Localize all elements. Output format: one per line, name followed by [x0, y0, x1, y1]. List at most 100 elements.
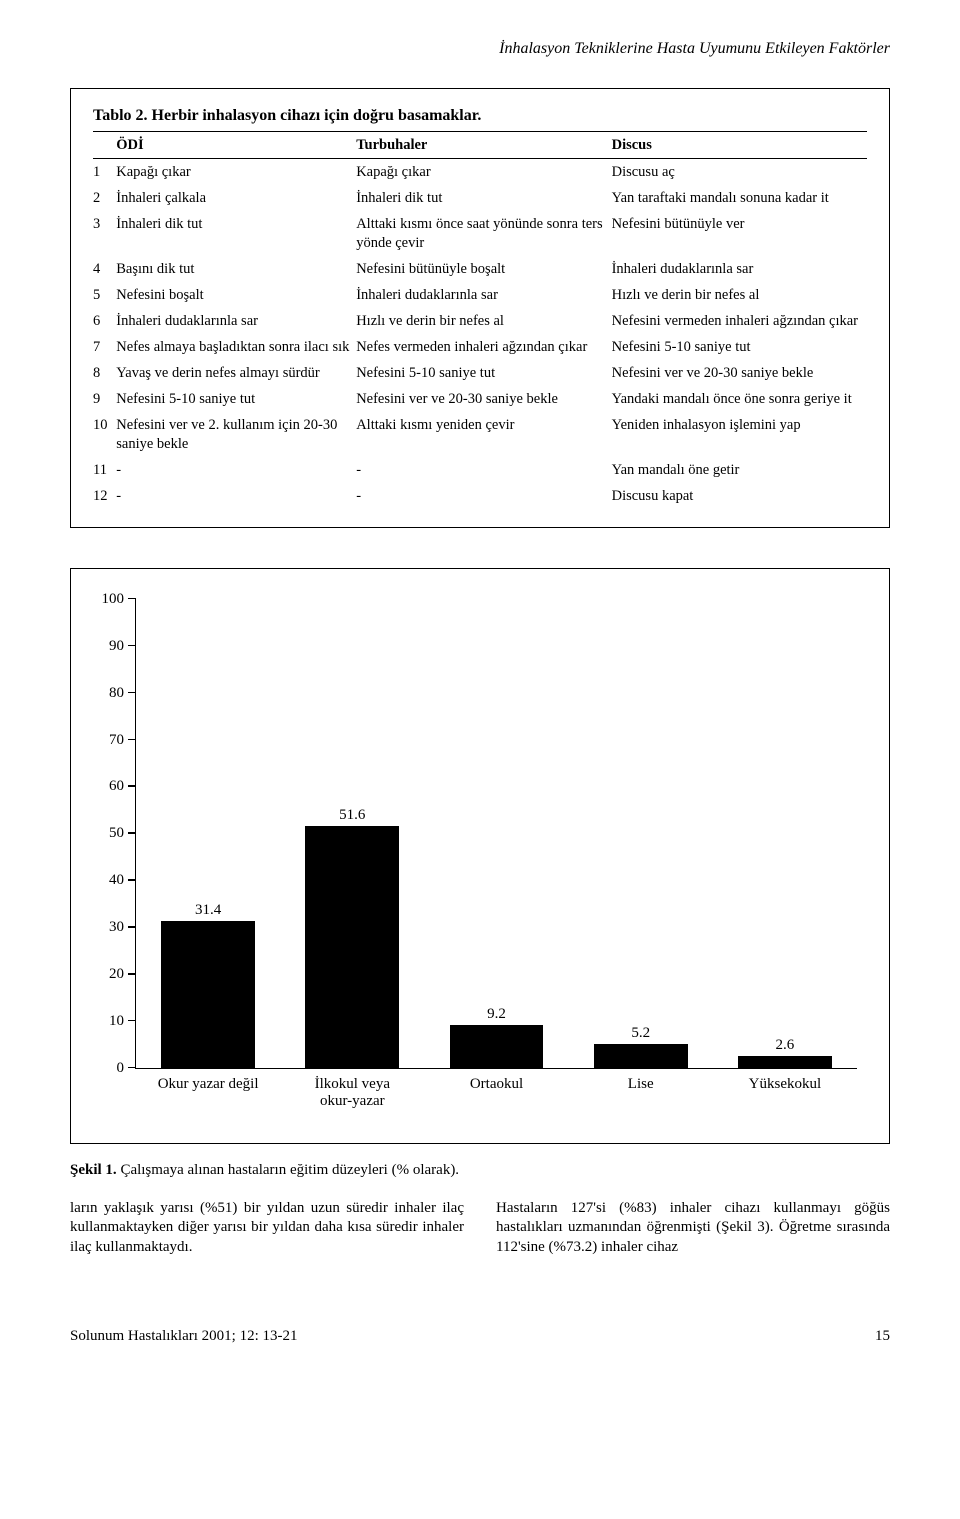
bar-value-label: 9.2: [487, 1006, 506, 1023]
table-row: 2İnhaleri çalkalaİnhaleri dik tutYan tar…: [93, 185, 867, 211]
bar: [594, 1044, 688, 1068]
cell-turbuhaler: Nefesini bütünüyle boşalt: [356, 256, 611, 282]
ytick-mark: [128, 926, 136, 928]
bar-value-label: 5.2: [631, 1025, 650, 1042]
cell-odi: Nefesini 5-10 saniye tut: [116, 386, 356, 412]
cell-turbuhaler: Nefesini 5-10 saniye tut: [356, 360, 611, 386]
table-row: 7Nefes almaya başladıktan sonra ilacı sı…: [93, 334, 867, 360]
table-row: 8Yavaş ve derin nefes almayı sürdürNefes…: [93, 360, 867, 386]
page-container: İnhalasyon Tekniklerine Hasta Uyumunu Et…: [0, 0, 960, 1367]
cell-turbuhaler: Nefes vermeden inhaleri ağzından çıkar: [356, 334, 611, 360]
th-turbuhaler: Turbuhaler: [356, 132, 611, 159]
ytick-mark: [128, 645, 136, 647]
cell-odi: Başını dik tut: [116, 256, 356, 282]
cell-turbuhaler: Nefesini ver ve 20-30 saniye bekle: [356, 386, 611, 412]
cell-discus: Discusu aç: [612, 159, 867, 186]
table-row: 9Nefesini 5-10 saniye tutNefesini ver ve…: [93, 386, 867, 412]
cell-discus: Nefesini 5-10 saniye tut: [612, 334, 867, 360]
ytick-mark: [128, 1020, 136, 1022]
table-row: 11--Yan mandalı öne getir: [93, 457, 867, 483]
cell-odi: Nefesini ver ve 2. kullanım için 20-30 s…: [116, 412, 356, 456]
ytick-mark: [128, 785, 136, 787]
cell-turbuhaler: Alttaki kısmı önce saat yönünde sonra te…: [356, 211, 611, 255]
table-row: 4Başını dik tutNefesini bütünüyle boşalt…: [93, 256, 867, 282]
cell-discus: Nefesini vermeden inhaleri ağzından çıka…: [612, 308, 867, 334]
body-col-right: Hastaların 127'si (%83) inhaler cihazı k…: [496, 1199, 890, 1258]
th-discus: Discus: [612, 132, 867, 159]
table-row: 12--Discusu kapat: [93, 483, 867, 509]
bar-slot: 31.4Okur yazar değil: [136, 599, 280, 1068]
table-box: Tablo 2. Herbir inhalasyon cihazı için d…: [70, 88, 890, 528]
cell-turbuhaler: Hızlı ve derin bir nefes al: [356, 308, 611, 334]
cell-discus: Yeniden inhalasyon işlemini yap: [612, 412, 867, 456]
bar-slot: 51.6İlkokul veyaokur-yazar: [280, 599, 424, 1068]
cell-num: 2: [93, 185, 116, 211]
cell-turbuhaler: -: [356, 483, 611, 509]
table-row: 1Kapağı çıkarKapağı çıkarDiscusu aç: [93, 159, 867, 186]
chart-box: 31.4Okur yazar değil51.6İlkokul veyaokur…: [70, 568, 890, 1144]
cell-turbuhaler: İnhaleri dik tut: [356, 185, 611, 211]
cell-turbuhaler: İnhaleri dudaklarınla sar: [356, 282, 611, 308]
cell-turbuhaler: Alttaki kısmı yeniden çevir: [356, 412, 611, 456]
cell-num: 11: [93, 457, 116, 483]
ytick-label: 30: [109, 919, 124, 936]
ytick-label: 10: [109, 1013, 124, 1030]
table-row: 10Nefesini ver ve 2. kullanım için 20-30…: [93, 412, 867, 456]
bar: [738, 1056, 832, 1068]
th-odi: ÖDİ: [116, 132, 356, 159]
ytick-mark: [128, 973, 136, 975]
bar-value-label: 31.4: [195, 902, 221, 919]
cell-num: 3: [93, 211, 116, 255]
cell-num: 10: [93, 412, 116, 456]
body-col-left: ların yaklaşık yarısı (%51) bir yıldan u…: [70, 1199, 464, 1258]
ytick-label: 90: [109, 638, 124, 655]
cell-turbuhaler: Kapağı çıkar: [356, 159, 611, 186]
bar-slot: 9.2Ortaokul: [424, 599, 568, 1068]
cell-turbuhaler: -: [356, 457, 611, 483]
cell-odi: Nefes almaya başladıktan sonra ilacı sık: [116, 334, 356, 360]
table-row: 6İnhaleri dudaklarınla sarHızlı ve derin…: [93, 308, 867, 334]
ytick-label: 60: [109, 778, 124, 795]
cell-num: 12: [93, 483, 116, 509]
footer-left: Solunum Hastalıkları 2001; 12: 13-21: [70, 1328, 297, 1345]
cell-discus: Hızlı ve derin bir nefes al: [612, 282, 867, 308]
cell-odi: Kapağı çıkar: [116, 159, 356, 186]
cell-discus: Yan mandalı öne getir: [612, 457, 867, 483]
cell-odi: İnhaleri çalkala: [116, 185, 356, 211]
bar-category-label: Yüksekokul: [677, 1076, 893, 1093]
cell-odi: İnhaleri dik tut: [116, 211, 356, 255]
ytick-label: 20: [109, 966, 124, 983]
cell-num: 8: [93, 360, 116, 386]
chart-plot: 31.4Okur yazar değil51.6İlkokul veyaokur…: [136, 599, 857, 1068]
ytick-mark: [128, 598, 136, 600]
cell-num: 9: [93, 386, 116, 412]
ytick-label: 50: [109, 825, 124, 842]
figure-caption: Şekil 1. Çalışmaya alınan hastaların eği…: [70, 1162, 890, 1179]
ytick-label: 40: [109, 872, 124, 889]
cell-odi: Nefesini boşalt: [116, 282, 356, 308]
cell-num: 5: [93, 282, 116, 308]
page-footer: Solunum Hastalıkları 2001; 12: 13-21 15: [70, 1328, 890, 1345]
bar: [305, 826, 399, 1068]
chart-area: 31.4Okur yazar değil51.6İlkokul veyaokur…: [135, 599, 857, 1069]
cell-num: 1: [93, 159, 116, 186]
running-header: İnhalasyon Tekniklerine Hasta Uyumunu Et…: [70, 40, 890, 58]
cell-num: 4: [93, 256, 116, 282]
cell-num: 7: [93, 334, 116, 360]
figure-caption-bold: Şekil 1.: [70, 1162, 117, 1178]
table-title: Tablo 2. Herbir inhalasyon cihazı için d…: [93, 107, 867, 125]
cell-discus: Yan taraftaki mandalı sonuna kadar it: [612, 185, 867, 211]
ytick-label: 70: [109, 732, 124, 749]
cell-discus: Yandaki mandalı önce öne sonra geriye it: [612, 386, 867, 412]
cell-discus: Nefesini bütünüyle ver: [612, 211, 867, 255]
cell-discus: Discusu kapat: [612, 483, 867, 509]
ytick-mark: [128, 832, 136, 834]
figure-caption-rest: Çalışmaya alınan hastaların eğitim düzey…: [117, 1162, 459, 1178]
cell-odi: Yavaş ve derin nefes almayı sürdür: [116, 360, 356, 386]
ytick-label: 100: [102, 591, 125, 608]
bar-value-label: 51.6: [339, 807, 365, 824]
ytick-mark: [128, 879, 136, 881]
bar-slot: 2.6Yüksekokul: [713, 599, 857, 1068]
cell-discus: İnhaleri dudaklarınla sar: [612, 256, 867, 282]
body-columns: ların yaklaşık yarısı (%51) bir yıldan u…: [70, 1199, 890, 1258]
